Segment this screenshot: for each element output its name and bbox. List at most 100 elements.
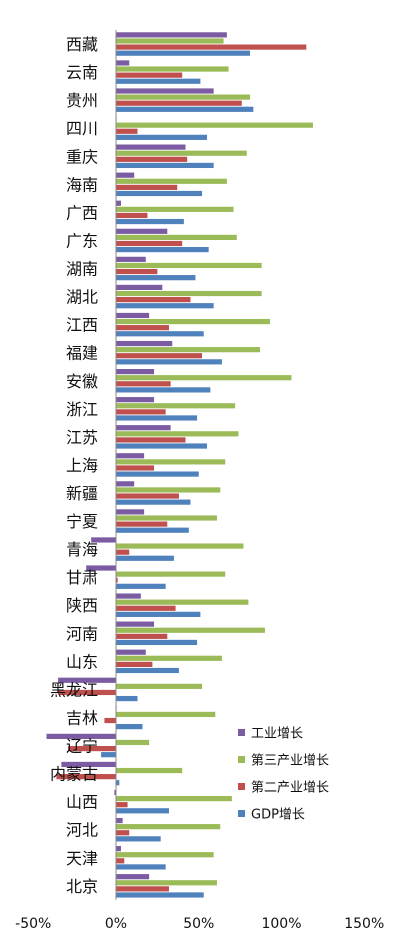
bar-1-row-6 [116,172,135,178]
bar-2-row-4 [116,122,313,128]
bar-2-row-21 [116,599,249,605]
category-label: 湖南 [66,260,98,279]
bar-2-row-13 [116,375,292,381]
bar-3-row-20 [116,577,118,583]
legend-label: GDP增长 [251,808,305,823]
bar-2-row-3 [116,94,251,100]
x-tick-label: 50% [183,916,214,932]
bar-1-row-30 [116,846,121,852]
bar-4-row-14 [116,415,198,421]
bar-2-row-30 [116,852,214,858]
bar-4-row-22 [116,639,198,646]
category-label: 辽宁 [66,737,98,756]
bar-3-row-16 [116,465,155,471]
category-label: 江苏 [66,428,98,447]
category-label: 广西 [66,203,98,222]
category-label: 贵州 [66,91,98,110]
bar-4-row-31 [116,892,204,898]
bar-3-row-18 [116,521,168,527]
bar-4-row-1 [116,50,251,56]
bar-2-row-9 [116,262,262,269]
category-label: 甘肃 [66,568,98,587]
bar-4-row-30 [116,864,166,870]
bar-2-row-16 [116,459,226,465]
bar-4-row-16 [116,471,199,477]
bar-2-row-5 [116,150,247,156]
legend-swatch [238,756,245,763]
bar-2-row-14 [116,403,236,409]
category-label: 宁夏 [66,512,98,531]
bar-2-row-26 [116,739,150,746]
bar-2-row-17 [116,487,221,493]
bar-1-row-31 [116,874,150,880]
category-label: 上海 [66,456,98,475]
bar-2-row-31 [116,880,217,886]
category-label: 新疆 [66,484,98,503]
category-label: 河北 [66,821,98,840]
bar-4-row-15 [116,443,208,449]
bar-1-row-2 [116,60,130,66]
bar-4-row-12 [116,359,222,365]
bar-1-row-23 [116,649,146,655]
category-label: 西藏 [66,35,98,54]
bar-1-row-16 [116,453,145,459]
bar-1-row-1 [116,32,227,38]
bar-4-row-11 [116,331,204,337]
bar-2-row-15 [116,431,239,437]
bar-3-row-28 [116,802,128,808]
category-label: 云南 [66,63,98,82]
bar-1-row-11 [116,312,150,319]
bar-2-row-29 [116,824,221,830]
plot-area [46,32,313,898]
bar-2-row-24 [116,683,203,689]
bar-2-row-6 [116,178,227,184]
bar-3-row-29 [116,830,130,836]
category-label: 天津 [66,849,98,868]
x-tick-label: 150% [344,916,384,932]
bar-3-row-15 [116,437,186,443]
bar-1-row-3 [116,88,214,94]
category-labels: 西藏云南贵州四川重庆海南广西广东湖南湖北江西福建安徽浙江江苏上海新疆宁夏青海甘肃… [50,35,98,896]
x-tick-label: 100% [261,916,301,932]
category-label: 安徽 [66,372,98,391]
bar-4-row-2 [116,78,201,84]
legend-label: 第二产业增长 [251,781,329,796]
category-label: 海南 [66,175,98,194]
bar-2-row-23 [116,655,222,661]
bar-1-row-17 [116,481,135,487]
bar-3-row-3 [116,100,242,106]
bar-4-row-5 [116,162,214,169]
bar-4-row-3 [116,106,254,112]
category-label: 四川 [66,119,98,138]
bar-4-row-13 [116,387,211,393]
bar-3-row-21 [116,605,176,611]
bar-3-row-12 [116,353,203,359]
legend-swatch [238,729,245,736]
bar-1-row-26 [46,733,116,739]
bar-3-row-22 [116,633,168,639]
bar-1-row-14 [116,397,155,403]
category-label: 内蒙古 [50,765,98,784]
category-label: 山东 [66,652,98,671]
bar-3-row-31 [116,886,169,892]
bar-4-row-10 [116,303,214,309]
bar-2-row-8 [116,234,237,240]
x-axis-tick-labels: -50% 0% 50% 100% 150% [15,916,384,932]
bar-2-row-10 [116,290,262,297]
bar-4-row-6 [116,190,203,197]
category-label: 江西 [66,316,98,335]
bar-2-row-11 [116,318,270,325]
category-label: 黑龙江 [50,680,98,699]
legend-label: 工业增长 [251,727,303,742]
bar-2-row-7 [116,206,234,212]
bar-3-row-9 [116,268,158,275]
legend-swatch [238,783,245,790]
bar-3-row-14 [116,409,166,415]
bar-4-row-8 [116,247,209,253]
bar-2-row-28 [116,796,232,802]
bar-1-row-27 [61,761,116,768]
category-label: 湖北 [66,288,98,307]
category-label: 重庆 [66,147,98,166]
bar-3-row-24 [58,689,116,696]
